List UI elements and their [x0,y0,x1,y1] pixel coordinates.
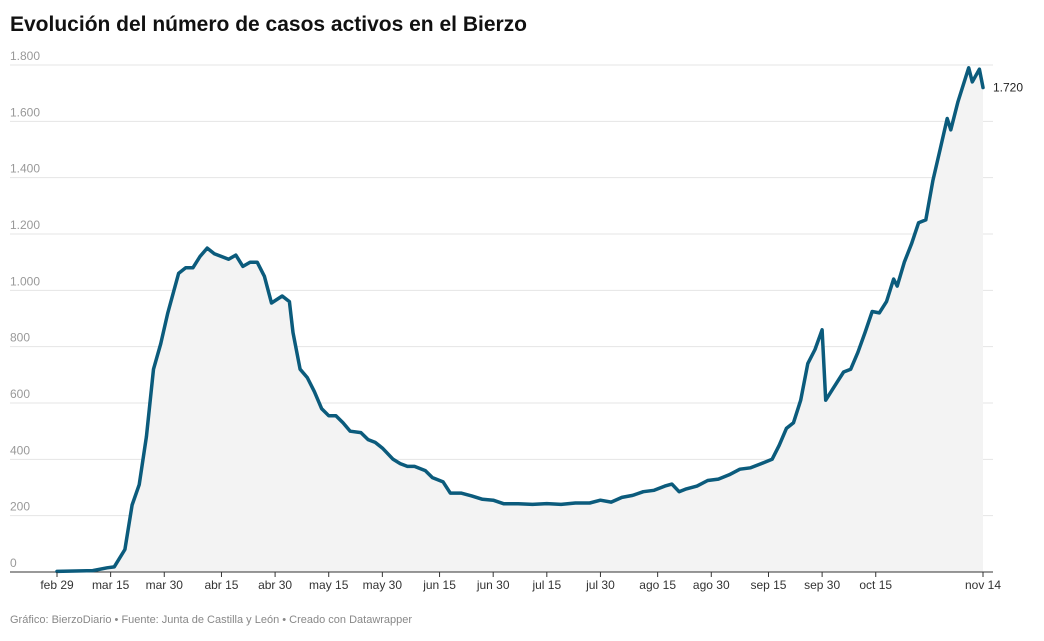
source-note: Gráfico: BierzoDiario • Fuente: Junta de… [10,614,412,626]
y-tick-label: 400 [10,443,30,457]
x-tick-label: feb 29 [40,578,74,592]
value-label: 1.720 [993,81,1023,95]
x-tick-label: jun 30 [476,578,510,592]
y-tick-label: 1.000 [10,274,40,288]
x-tick-label: nov 14 [965,578,1001,592]
y-tick-label: 200 [10,500,30,514]
x-tick-label: sep 30 [804,578,840,592]
x-tick-label: ago 30 [693,578,730,592]
y-tick-label: 1.600 [10,105,40,119]
y-tick-label: 800 [10,331,30,345]
x-tick-label: jun 15 [422,578,456,592]
x-tick-label: abr 30 [258,578,292,592]
x-tick-label: ago 15 [639,578,676,592]
x-tick-label: may 15 [309,578,349,592]
x-tick-label: jul 30 [585,578,615,592]
x-tick-label: may 30 [363,578,403,592]
line [55,66,985,574]
y-tick-label: 1.800 [10,49,40,63]
y-tick-label: 600 [10,387,30,401]
chart-title: Evolución del número de casos activos en… [10,13,527,36]
x-tick-label: sep 15 [750,578,786,592]
y-tick-label: 1.200 [10,218,40,232]
x-tick-label: mar 30 [146,578,184,592]
x-tick-label: abr 15 [204,578,238,592]
x-tick-label: jul 15 [531,578,561,592]
area [57,67,983,573]
x-tick-label: mar 15 [92,578,130,592]
x-tick-label: oct 15 [859,578,892,592]
y-tick-label: 1.400 [10,162,40,176]
y-tick-label: 0 [10,556,17,570]
